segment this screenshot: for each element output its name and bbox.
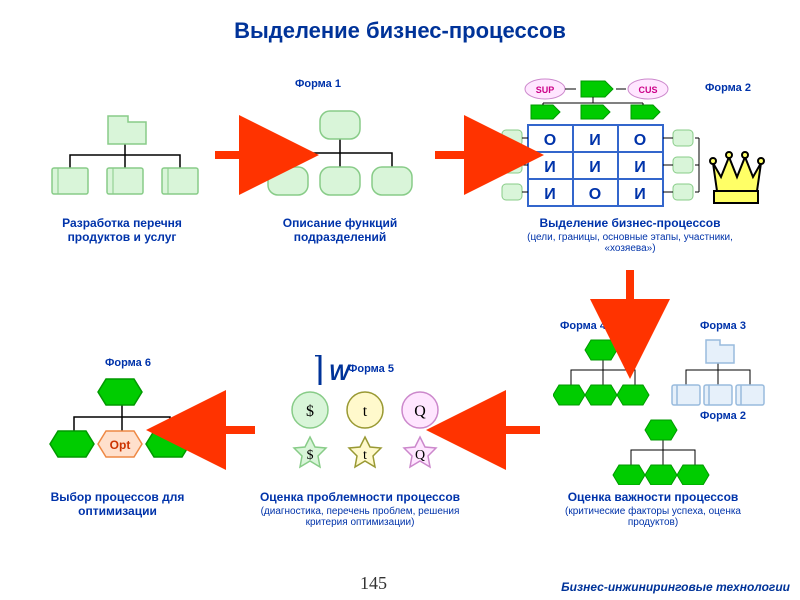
footer-text: Бизнес-инжиниринговые технологии: [561, 580, 790, 594]
arrows: [0, 0, 800, 600]
page-number: 145: [360, 573, 387, 594]
